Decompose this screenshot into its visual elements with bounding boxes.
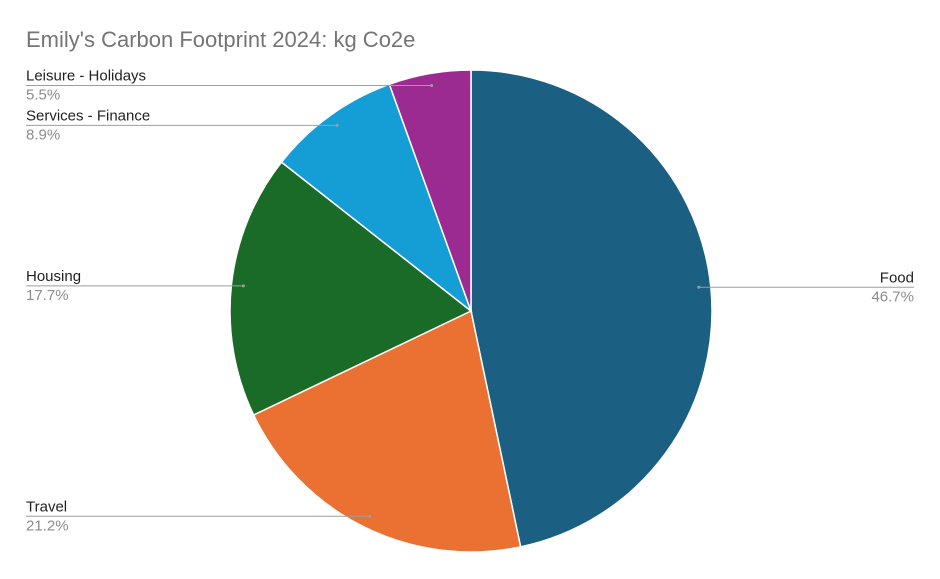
pie-slice-services-finance[interactable] <box>280 83 473 314</box>
slice-percent-travel: 21.2% <box>26 517 69 534</box>
slice-labels: Food 46.7% Travel 21.2% Housing 17.7% Services… <box>26 67 914 534</box>
slice-percent-food: 46.7% <box>871 288 914 305</box>
pie-slices <box>229 69 713 553</box>
leader-dot-travel <box>368 514 372 518</box>
slice-label-services-finance: Services - Finance <box>26 107 150 124</box>
slice-label-food: Food <box>880 269 914 286</box>
leader-dot-services-finance <box>335 123 339 127</box>
slice-percent-services-finance: 8.9% <box>26 126 60 143</box>
pie-slice-housing[interactable] <box>229 161 473 416</box>
chart-title: Emily's Carbon Footprint 2024: kg Co2e <box>26 27 415 52</box>
slice-label-housing: Housing <box>26 268 81 285</box>
slice-percent-leisure-holidays: 5.5% <box>26 86 60 103</box>
pie-slice-travel[interactable] <box>252 309 522 553</box>
pie-slice-food[interactable] <box>470 69 713 548</box>
slice-label-travel: Travel <box>26 498 67 515</box>
leader-dot-housing <box>241 284 245 288</box>
slice-percent-housing: 17.7% <box>26 287 69 304</box>
leader-dot-leisure-holidays <box>430 83 434 87</box>
pie-slice-leisure-holidays[interactable] <box>388 69 472 312</box>
slice-label-leisure-holidays: Leisure - Holidays <box>26 67 146 84</box>
leader-dot-food <box>697 285 701 289</box>
